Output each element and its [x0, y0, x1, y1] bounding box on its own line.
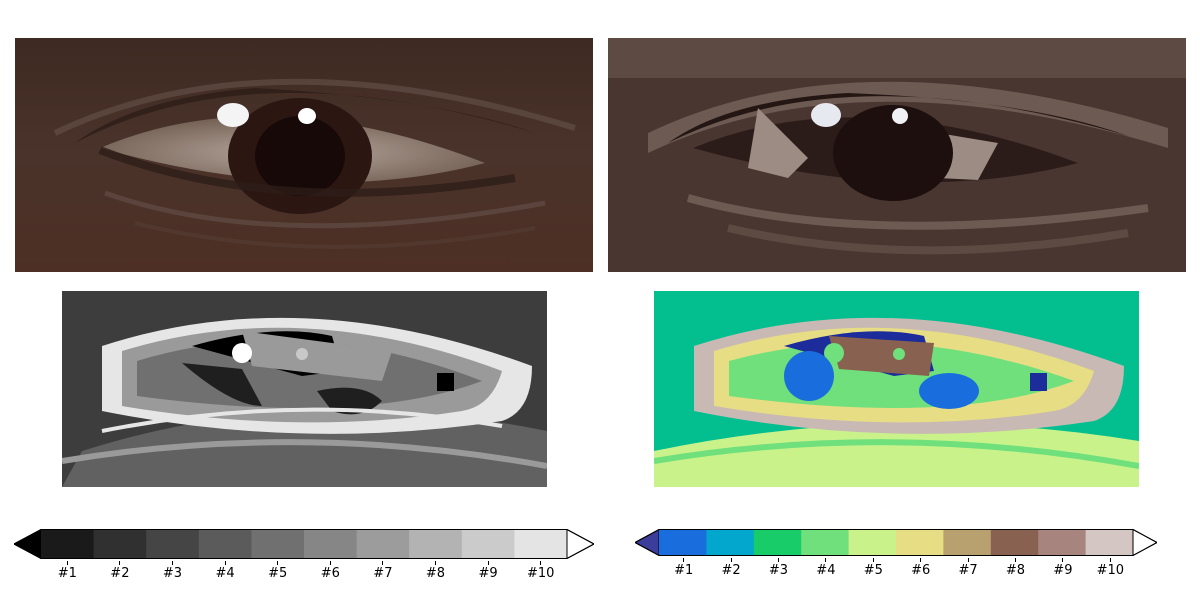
colorbar-gray-tick-mark [172, 561, 173, 565]
colorbar-gray-tick-mark [224, 561, 226, 565]
colorbar-terrain-extend-under [633, 528, 660, 557]
colorbar-terrain-swatch [848, 529, 897, 556]
colorbar-terrain-tick-label: #4 [816, 563, 836, 578]
colorbar-terrain-swatch [801, 529, 850, 556]
colorbar-gray-tick-mark [435, 561, 436, 565]
colorbar-terrain-tick-mark [730, 558, 732, 562]
colorbar-gray-tick-mark [329, 561, 331, 565]
colorbar-gray-tick-label: #4 [215, 566, 235, 581]
colorbar-gray-swatch [93, 529, 147, 559]
colorbar-terrain-tick-label: #3 [768, 563, 789, 578]
colorbar-terrain-swatch [896, 529, 944, 556]
colorbar-terrain-tick-mark [1015, 558, 1016, 562]
colorbar-gray [12, 528, 596, 560]
colorbar-terrain-swatch [706, 529, 755, 556]
eye-label-map-terrain [654, 291, 1139, 487]
colorbar-terrain-ticks: #1 #2 #3 #4 #5 #6 #7 #8 #9 #10 [660, 558, 1133, 578]
colorbar-gray-swatch [251, 529, 305, 559]
eye-label-map-gray [62, 291, 547, 487]
colorbar-terrain-tick-label: #6 [911, 563, 931, 578]
colorbar-gray-tick-mark [487, 561, 489, 565]
colorbar-terrain-tick-label: #8 [1005, 563, 1026, 578]
colorbar-gray-tick-label: #1 [57, 566, 77, 581]
colorbar-gray-tick-label: #2 [110, 566, 130, 581]
colorbar-gray-swatch [461, 529, 515, 559]
colorbar-gray-swatch [146, 529, 200, 559]
colorbar-gray-ticks: #1 #2 #3 #4 #5 #6 #7 #8 #9 #10 [41, 561, 567, 581]
colorbar-gray-swatch [514, 529, 568, 559]
colorbar-gray-tick-label: #6 [320, 566, 340, 581]
colorbar-gray-swatch [356, 529, 410, 559]
colorbar-terrain-tick-mark [872, 558, 874, 562]
colorbar-terrain-tick-label: #9 [1053, 563, 1073, 578]
colorbar-gray-swatch [41, 529, 95, 559]
eye-photo-quantized [608, 38, 1186, 272]
colorbar-terrain-swatch [943, 529, 992, 556]
colorbar-gray-swatch [198, 529, 252, 559]
colorbar-terrain-swatch [753, 529, 802, 556]
colorbar-terrain-tick-mark [778, 558, 779, 562]
colorbar-terrain-swatch [1038, 529, 1087, 556]
colorbar-gray-tick-label: #9 [478, 566, 498, 581]
eye-photo-original [15, 38, 593, 272]
colorbar-gray-tick-label: #5 [268, 566, 288, 581]
colorbar-terrain-tick-label: #10 [1096, 563, 1125, 578]
colorbar-terrain-swatch [1085, 529, 1134, 556]
colorbar-terrain-tick-mark [967, 558, 969, 562]
colorbar-terrain-tick-mark [1062, 558, 1064, 562]
colorbar-gray-tick-label: #3 [162, 566, 183, 581]
colorbar-terrain-swatch [990, 529, 1039, 556]
colorbar-terrain-tick-label: #5 [863, 563, 883, 578]
colorbar-terrain [633, 528, 1159, 557]
colorbar-terrain-tick-label: #7 [958, 563, 978, 578]
colorbar-terrain-swatch [659, 529, 707, 556]
colorbar-gray-tick-mark [540, 561, 542, 565]
colorbar-gray-tick-label: #7 [373, 566, 393, 581]
colorbar-gray-tick-mark [277, 561, 279, 565]
colorbar-terrain-tick-mark [1109, 558, 1111, 562]
colorbar-terrain-tick-mark [825, 558, 827, 562]
colorbar-gray-swatch [409, 529, 463, 559]
colorbar-gray-tick-mark [382, 561, 384, 565]
colorbar-gray-swatch [304, 529, 358, 559]
colorbar-terrain-tick-mark [920, 558, 922, 562]
colorbar-terrain-extend-over [1132, 528, 1159, 557]
colorbar-gray-tick-mark [119, 561, 121, 565]
colorbar-terrain-tick-mark [683, 558, 685, 562]
colorbar-gray-tick-label: #8 [425, 566, 446, 581]
colorbar-terrain-tick-label: #1 [674, 563, 694, 578]
colorbar-gray-extend-over [566, 528, 596, 560]
colorbar-gray-extend-under [12, 528, 42, 560]
colorbar-gray-tick-label: #10 [526, 566, 555, 581]
colorbar-terrain-tick-label: #2 [721, 563, 741, 578]
colorbar-gray-tick-mark [66, 561, 68, 565]
